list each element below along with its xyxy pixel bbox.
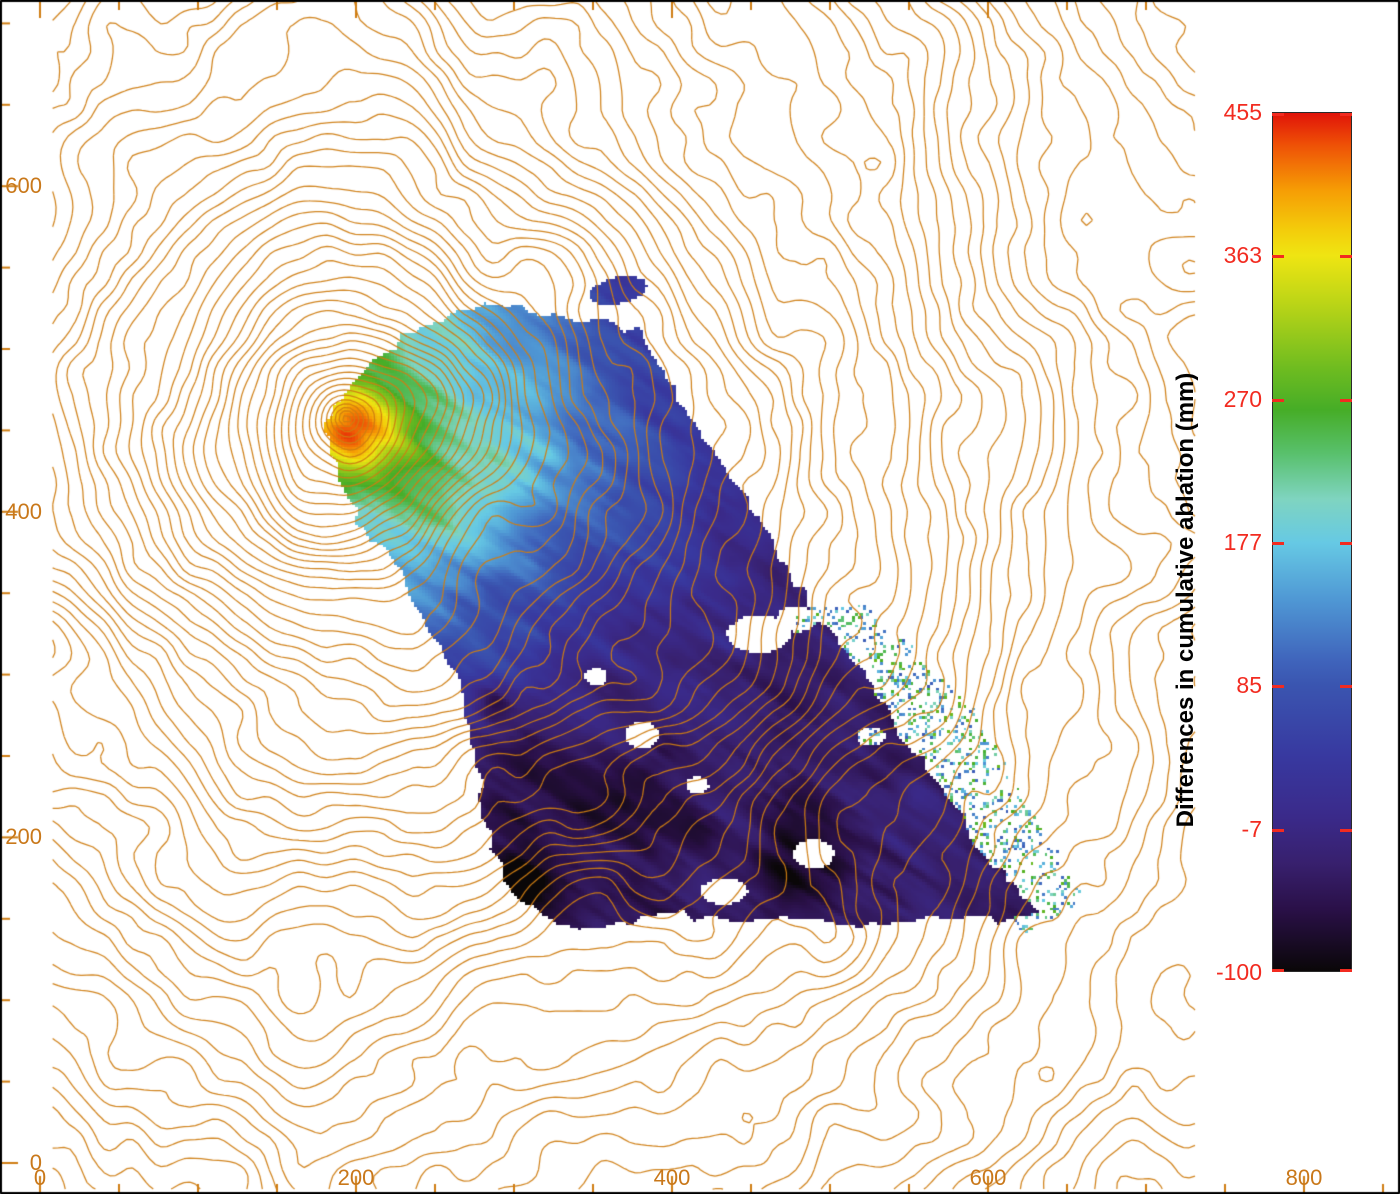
colorbar-tick-mark	[1272, 255, 1284, 259]
colorbar-tick-mark	[1272, 113, 1284, 116]
colorbar-tick-mark	[1272, 685, 1284, 689]
colorbar-tick-label: -7	[1241, 815, 1262, 842]
x-tick-label: 0	[33, 1165, 47, 1190]
colorbar-tick-mark	[1340, 398, 1352, 402]
colorbar-tick-mark	[1340, 113, 1352, 116]
colorbar-tick-mark	[1272, 828, 1284, 832]
colorbar-label: Differences in cumulative ablation (mm)	[1172, 372, 1199, 828]
x-tick-label: 200	[337, 1165, 375, 1190]
colorbar-tick-mark	[1272, 969, 1284, 972]
x-tick-label: 800	[1285, 1165, 1323, 1190]
colorbar-gradient	[1272, 112, 1352, 972]
colorbar-tick-label: 270	[1223, 385, 1262, 412]
colorbar-tick-label: 363	[1223, 242, 1262, 269]
colorbar-tick-mark	[1340, 828, 1352, 832]
y-tick-label: 400	[5, 498, 42, 524]
x-tick-label: 600	[969, 1165, 1007, 1190]
x-tick-label: 400	[653, 1165, 691, 1190]
colorbar-tick-label: -100	[1215, 959, 1262, 985]
colorbar-tick-label: 85	[1236, 672, 1262, 699]
colorbar-tick-mark	[1340, 685, 1352, 689]
colorbar-tick-mark	[1340, 969, 1352, 972]
colorbar-tick-mark	[1340, 542, 1352, 545]
y-tick-label: 600	[5, 173, 42, 199]
colorbar-tick-mark	[1340, 255, 1352, 259]
colorbar-tick-mark	[1272, 398, 1284, 402]
colorbar-tick-label: 455	[1223, 99, 1262, 125]
colorbar-tick-label: 177	[1223, 529, 1262, 555]
colorbar-tick-mark	[1272, 542, 1284, 545]
y-tick-label: 200	[5, 824, 42, 850]
y-tick-label: 0	[29, 1150, 42, 1175]
